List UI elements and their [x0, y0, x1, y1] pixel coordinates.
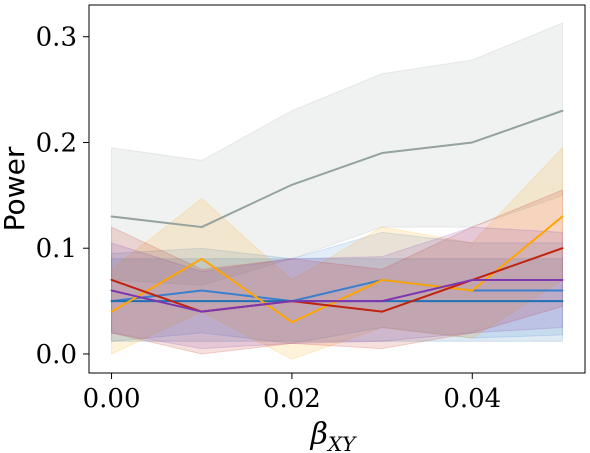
- y-tick-label: 0.2: [36, 128, 77, 158]
- y-tick-label: 0.1: [36, 234, 77, 264]
- series-2-line: [110, 278, 564, 303]
- x-tick-label: 0.04: [443, 384, 501, 414]
- series-1-line: [110, 109, 564, 229]
- y-tick-label: 0.3: [36, 23, 77, 53]
- y-tick-label: 0.0: [36, 340, 77, 370]
- confidence-bands: [111, 22, 563, 360]
- y-axis-label: Power: [0, 146, 31, 231]
- series-5-band: [111, 189, 563, 355]
- x-axis-label-subscript: XY: [326, 432, 357, 453]
- x-axis-label: βXY: [310, 417, 358, 453]
- x-tick-label: 0.00: [83, 384, 141, 414]
- series-6-line: [110, 278, 564, 313]
- x-tick-label: 0.02: [263, 384, 321, 414]
- series-lines: [110, 109, 564, 324]
- series-5-line: [110, 247, 564, 313]
- series-6-band: [111, 226, 563, 350]
- series-2-band: [111, 231, 563, 344]
- y-axis-ticks: 0.0 0.1 0.2 0.3: [36, 23, 89, 370]
- x-axis-ticks: 0.00 0.02 0.04: [83, 373, 501, 414]
- series-1-band: [111, 22, 563, 286]
- x-axis-label-symbol: β: [310, 417, 328, 452]
- plot-frame: [88, 4, 586, 374]
